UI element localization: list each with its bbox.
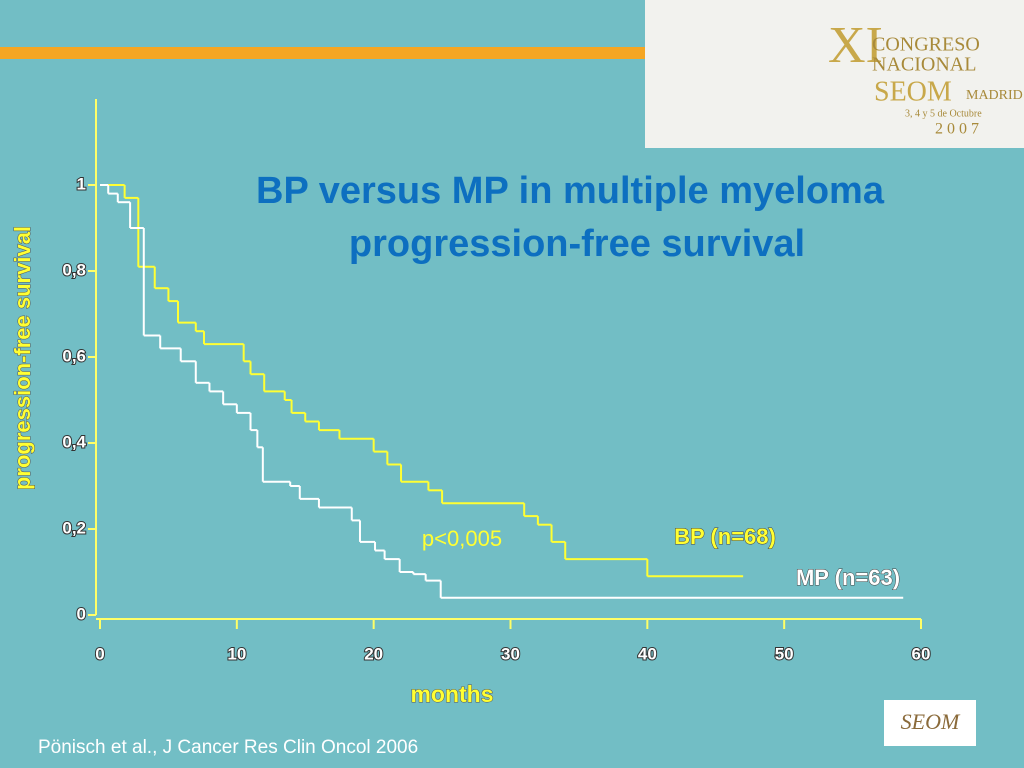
y-tick-label: 0,2 bbox=[62, 518, 86, 537]
y-tick-label: 0,6 bbox=[62, 346, 86, 365]
logo-box bbox=[645, 0, 1024, 148]
x-tick-label: 40 bbox=[638, 644, 657, 663]
y-axis-label: progression-free survival bbox=[10, 226, 35, 490]
y-tick-label: 0,8 bbox=[62, 260, 86, 279]
y-tick-label: 0 bbox=[77, 604, 86, 623]
logo-text: NACIONAL bbox=[872, 54, 976, 76]
logo-text: CONGRESO bbox=[872, 34, 980, 56]
legend-label: BP (n=68) bbox=[674, 524, 776, 549]
x-axis-label: months bbox=[410, 681, 493, 707]
y-tick-label: 1 bbox=[77, 174, 86, 193]
x-tick-label: 30 bbox=[501, 644, 520, 663]
chart-subtitle: progression-free survival bbox=[349, 223, 805, 265]
legend-label: MP (n=63) bbox=[796, 565, 900, 590]
x-tick-label: 0 bbox=[95, 644, 104, 663]
footer-logo: SEOM bbox=[901, 709, 961, 734]
logo-text: 2007 bbox=[935, 121, 983, 138]
chart-title: BP versus MP in multiple myeloma bbox=[256, 170, 885, 212]
footer-logo-box bbox=[884, 700, 976, 746]
x-tick-label: 60 bbox=[912, 644, 931, 663]
x-tick-label: 20 bbox=[364, 644, 383, 663]
annotation: p<0,005 bbox=[422, 526, 502, 551]
logo-text: 3, 4 y 5 de Octubre bbox=[905, 108, 982, 119]
logo-text: SEOM bbox=[874, 76, 952, 107]
logo-text: MADRID bbox=[966, 88, 1023, 103]
x-tick-label: 50 bbox=[775, 644, 794, 663]
y-tick-label: 0,4 bbox=[62, 432, 86, 451]
x-tick-label: 10 bbox=[227, 644, 246, 663]
logo-text: XI bbox=[828, 17, 883, 74]
orange-bar bbox=[0, 47, 820, 59]
citation: Pönisch et al., J Cancer Res Clin Oncol … bbox=[38, 737, 418, 758]
